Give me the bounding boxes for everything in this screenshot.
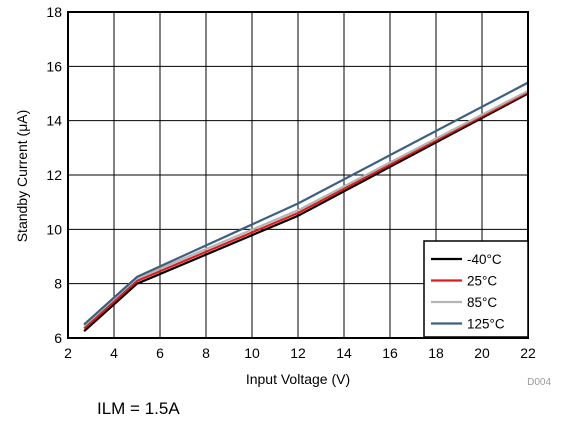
x-tick-label: 2 xyxy=(64,345,72,361)
figure-id: D004 xyxy=(527,377,551,388)
series-lines xyxy=(83,81,529,333)
y-tick-label: 6 xyxy=(54,330,62,346)
x-tick-label: 4 xyxy=(110,345,118,361)
legend-label: 85°C xyxy=(467,295,497,310)
series-line-3 xyxy=(83,81,529,326)
y-tick-label: 14 xyxy=(46,113,62,129)
series-line-0 xyxy=(83,92,529,333)
legend-label: 25°C xyxy=(467,274,497,289)
y-axis-title: Standby Current (μA) xyxy=(14,110,30,243)
x-tick-label: 20 xyxy=(474,345,490,361)
x-tick-label: 18 xyxy=(428,345,444,361)
x-tick-label: 22 xyxy=(520,345,536,361)
x-tick-label: 16 xyxy=(382,345,398,361)
x-tick-label: 14 xyxy=(336,345,352,361)
y-tick-label: 12 xyxy=(46,167,62,183)
chart-caption: ILM = 1.5A xyxy=(97,399,180,418)
x-tick-label: 6 xyxy=(156,345,164,361)
y-tick-label: 16 xyxy=(46,58,62,74)
legend-label: -40°C xyxy=(467,252,502,267)
y-tick-labels: 6 8 10 12 14 16 18 xyxy=(46,4,62,346)
legend-box xyxy=(423,240,529,338)
x-axis-title: Input Voltage (V) xyxy=(246,371,350,387)
x-tick-label: 12 xyxy=(290,345,306,361)
x-tick-label: 8 xyxy=(202,345,210,361)
x-tick-labels: 2 4 6 8 10 12 14 16 18 20 22 xyxy=(64,345,536,361)
x-tick-label: 10 xyxy=(244,345,260,361)
y-tick-label: 10 xyxy=(46,221,62,237)
y-tick-label: 18 xyxy=(46,4,62,20)
plot-frame xyxy=(67,11,529,339)
legend-label: 125°C xyxy=(467,317,505,332)
legend: -40°C 25°C 85°C 125°C xyxy=(423,240,529,338)
series-line-1 xyxy=(83,91,529,330)
y-tick-label: 8 xyxy=(54,276,62,292)
